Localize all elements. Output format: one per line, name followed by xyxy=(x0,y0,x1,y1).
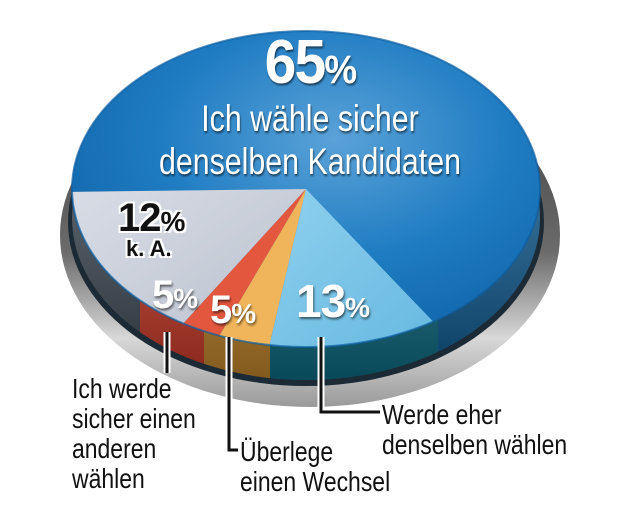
label-13: 13% xyxy=(296,275,370,327)
pie-top-face xyxy=(72,31,540,347)
slice-5-wechsel xyxy=(205,189,306,347)
label-5-wechsel: 5% xyxy=(210,288,256,332)
slice-13-eher xyxy=(266,189,470,347)
caption-eher: Werde eher denselben wählen xyxy=(382,399,568,460)
caption-wechsel: Überlege einen Wechsel xyxy=(240,436,391,497)
label-65-line1: Ich wähle sicher xyxy=(201,98,419,139)
caption-anderen: Ich werde sicher einen anderen wählen xyxy=(72,373,196,494)
label-5-anderen: 5% xyxy=(152,273,198,317)
label-ka: k. A. xyxy=(126,236,172,261)
pct-65: 65 xyxy=(264,28,327,97)
label-65-line2: denselben Kandidaten xyxy=(159,141,461,182)
label-65: 65% xyxy=(264,28,357,97)
leader-lines xyxy=(163,332,380,454)
label-12: 12% xyxy=(118,196,185,240)
slice-5-anderen xyxy=(150,189,306,347)
